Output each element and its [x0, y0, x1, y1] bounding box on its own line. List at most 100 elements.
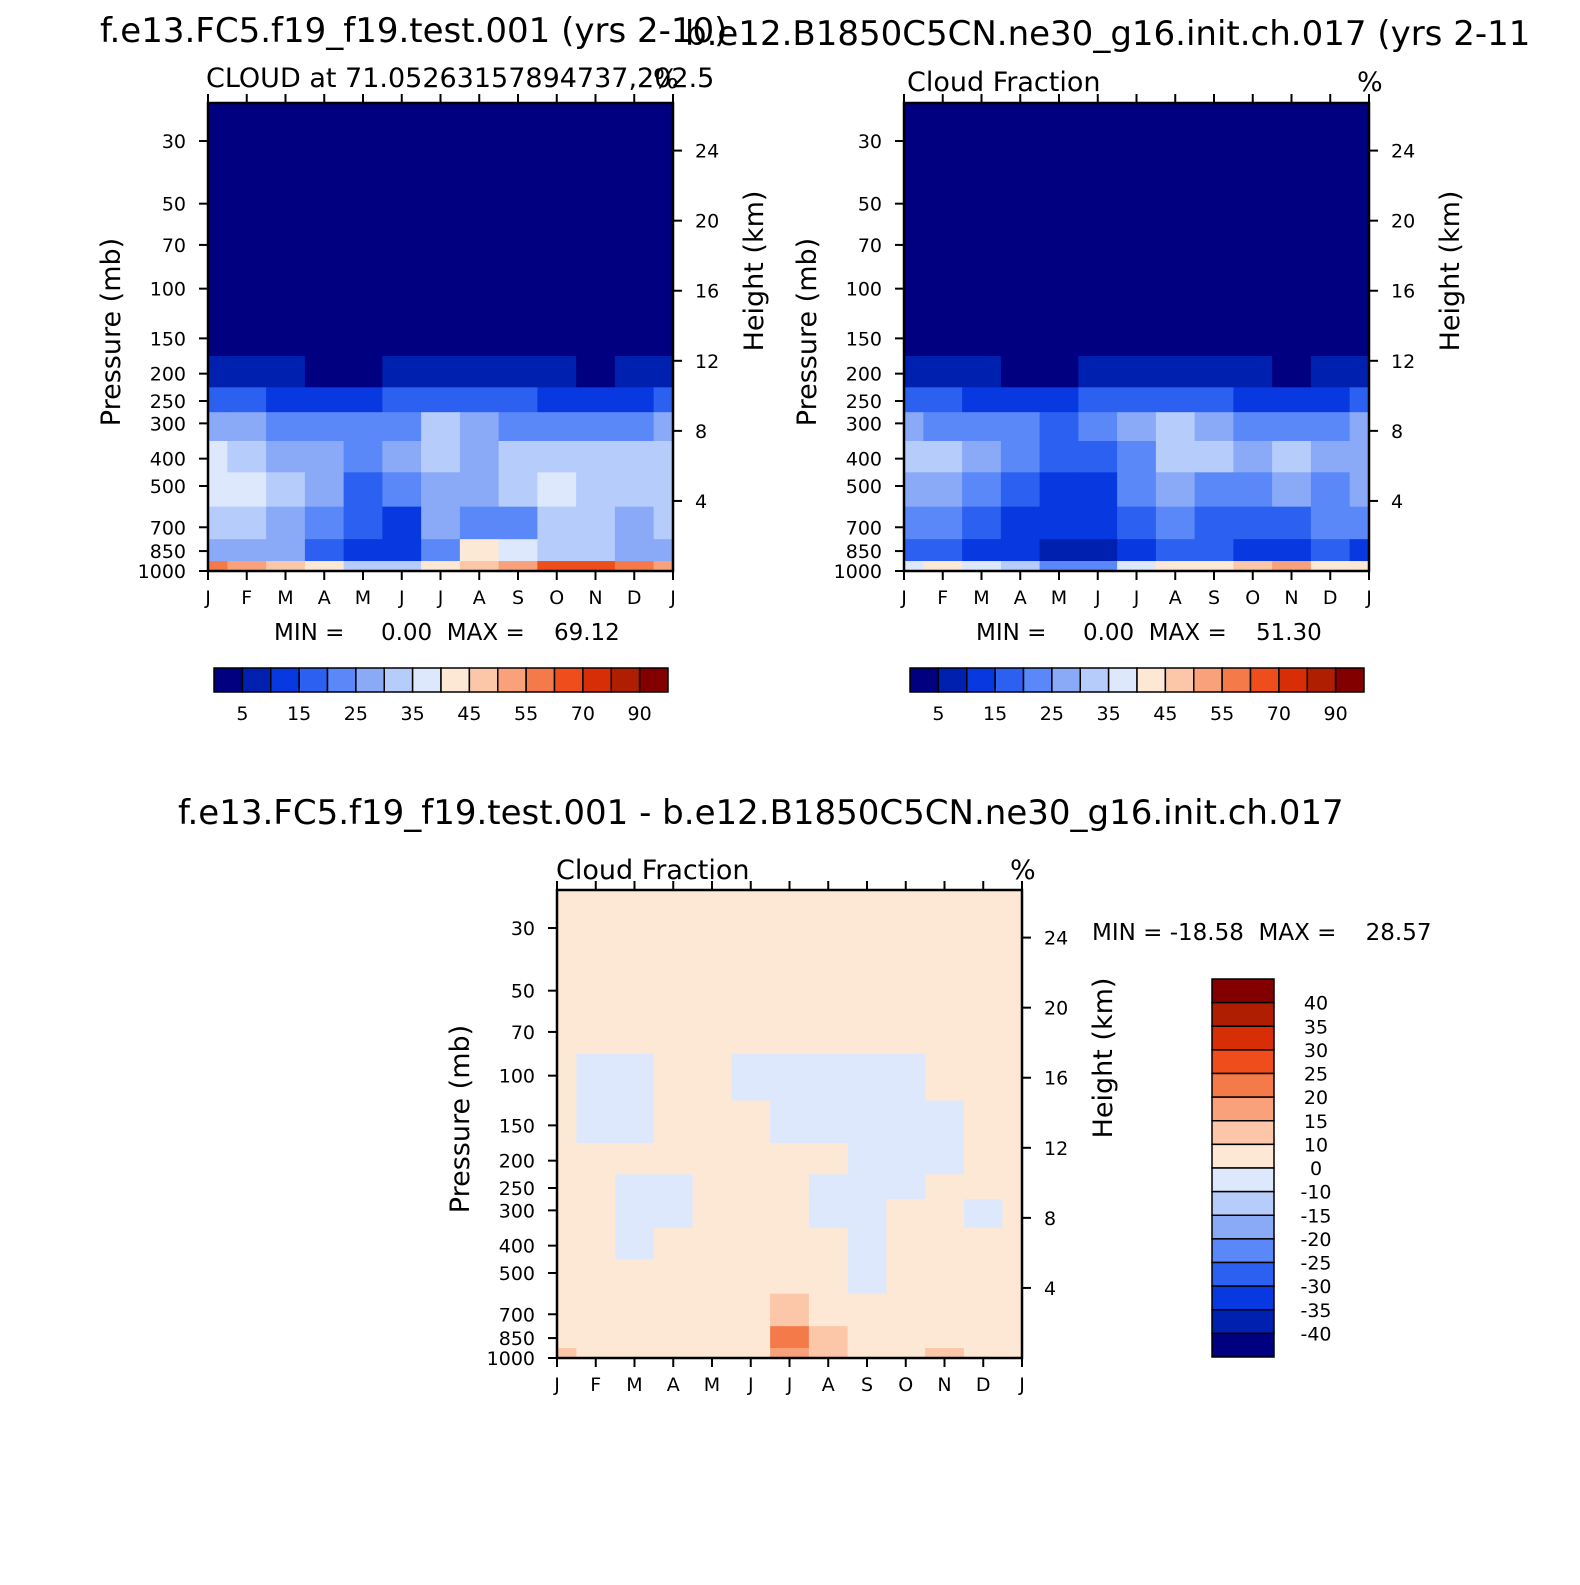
colorbar-swatch	[1211, 1167, 1275, 1193]
heatmap-cell	[343, 356, 383, 388]
panel-right-minmax: MIN = 0.00 MAX = 51.30	[976, 620, 1322, 646]
colorbar-label: 70	[571, 703, 595, 725]
heatmap-cell	[1117, 313, 1157, 357]
heatmap-cell	[847, 1011, 887, 1055]
colorbar-swatch	[610, 667, 641, 693]
pressure-tick-label: 850	[150, 541, 186, 563]
heatmap-cell	[962, 313, 1002, 357]
heatmap-cell	[227, 356, 267, 388]
heatmap-cell	[421, 539, 461, 562]
heatmap-cell	[1117, 172, 1157, 225]
height-axis-label: Height (km)	[1435, 191, 1466, 352]
month-tick-label: D	[976, 1374, 991, 1396]
heatmap-cell	[731, 1053, 771, 1102]
height-tick-label: 8	[695, 421, 707, 443]
heatmap-cell	[557, 959, 577, 1012]
heatmap-cell	[1310, 506, 1351, 540]
heatmap-cell	[227, 224, 267, 268]
heatmap-cell	[1078, 506, 1118, 540]
heatmap-cell	[343, 506, 383, 540]
heatmap-cell	[731, 1100, 771, 1144]
colorbar-swatch	[411, 667, 442, 693]
colorbar-abs-1: 5 15 25 35 45 55 70 90	[213, 667, 669, 725]
heatmap-cell	[1272, 441, 1312, 473]
heatmap-cell	[208, 356, 228, 388]
heatmap-cell	[653, 313, 674, 357]
month-tick-label: M	[355, 587, 371, 609]
panel-right: Cloud Fraction % MIN = 0.00 MAX = 51.30	[907, 67, 1383, 646]
colorbar-label: 40	[1304, 993, 1328, 1015]
colorbar-swatch	[1211, 1190, 1275, 1216]
heatmap-cell	[1233, 412, 1273, 442]
heatmap-cell	[1310, 441, 1351, 473]
heatmap-cell	[614, 356, 655, 388]
heatmap-cell	[1233, 224, 1273, 268]
heatmap-cell	[266, 313, 306, 357]
colorbar-swatch	[1211, 1025, 1275, 1051]
heatmap-cell	[208, 539, 228, 562]
month-tick-label: M	[1051, 587, 1067, 609]
heatmap-cell	[1039, 266, 1079, 315]
right-case-title: b.e12.B1850C5CN.ne30_g16.init.ch.017 (yr…	[685, 14, 1530, 54]
heatmap-cell	[459, 441, 500, 473]
heatmap-cell	[1155, 472, 1196, 508]
heatmap-cell	[962, 539, 1002, 562]
colorbar-swatch	[525, 667, 556, 693]
heatmap-cell	[1310, 539, 1351, 562]
pressure-tick-label: 150	[846, 328, 882, 350]
heatmap-cell	[1155, 266, 1196, 315]
heatmap-cell	[653, 1348, 694, 1359]
heatmap-cell	[808, 1100, 849, 1144]
month-tick-label: J	[669, 587, 676, 609]
heatmap-cell	[1194, 387, 1234, 413]
heatmap-cell	[847, 1199, 887, 1229]
colorbar-abs-2: 5 15 25 35 45 55 70 90	[909, 667, 1365, 725]
pressure-tick-label: 250	[150, 391, 186, 413]
heatmap-cell	[1194, 224, 1234, 268]
panel-left: CLOUD at 71.05263157894737,202.5 % MIN =…	[206, 63, 714, 646]
heatmap-cell	[692, 1100, 732, 1144]
heatmap-cell	[1117, 472, 1157, 508]
heatmap-cell	[1000, 506, 1041, 540]
heatmap-cell	[576, 1326, 616, 1349]
heatmap-cell	[1272, 387, 1312, 413]
heatmap-cell	[770, 959, 810, 1012]
heatmap-cell	[421, 356, 461, 388]
month-tick-label: A	[822, 1374, 835, 1396]
colorbar-label: 5	[236, 703, 248, 725]
heatmap-cell	[653, 561, 674, 572]
heatmap-cell	[382, 412, 422, 442]
heatmap-cell	[963, 1199, 1004, 1229]
heatmap-cell	[808, 1348, 849, 1359]
pressure-tick-label: 1000	[138, 561, 186, 583]
heatmap-cell	[576, 412, 616, 442]
heatmap-cell	[653, 890, 694, 960]
pressure-tick-label: 500	[499, 1263, 535, 1285]
heatmap-cell	[304, 539, 345, 562]
heatmap-cell	[557, 1293, 577, 1327]
colorbar-label: 30	[1304, 1040, 1328, 1062]
heatmap-cell	[770, 1326, 810, 1349]
heatmap-cell	[1039, 506, 1079, 540]
heatmap-cell	[770, 1199, 810, 1229]
heatmap-cell	[1194, 441, 1234, 473]
heatmap-cell	[847, 1053, 887, 1102]
heatmap-cell	[557, 1011, 577, 1055]
heatmap-cell	[537, 539, 577, 562]
heatmap-cell	[692, 1053, 732, 1102]
heatmap-cell	[923, 387, 963, 413]
heatmap-cell	[1002, 1100, 1023, 1144]
heatmap-cell	[537, 313, 577, 357]
pressure-tick-label: 250	[846, 391, 882, 413]
month-tick-label: S	[1208, 587, 1220, 609]
heatmap-cell	[537, 224, 577, 268]
pressure-tick-label: 200	[150, 364, 186, 386]
heatmap-cell	[962, 387, 1002, 413]
height-tick-label: 4	[1044, 1278, 1056, 1300]
heatmap-cell	[963, 890, 1004, 960]
heatmap-cell	[770, 1011, 810, 1055]
heatmap-cell	[962, 266, 1002, 315]
heatmap-cell	[266, 472, 306, 508]
heatmap-cell	[1233, 313, 1273, 357]
